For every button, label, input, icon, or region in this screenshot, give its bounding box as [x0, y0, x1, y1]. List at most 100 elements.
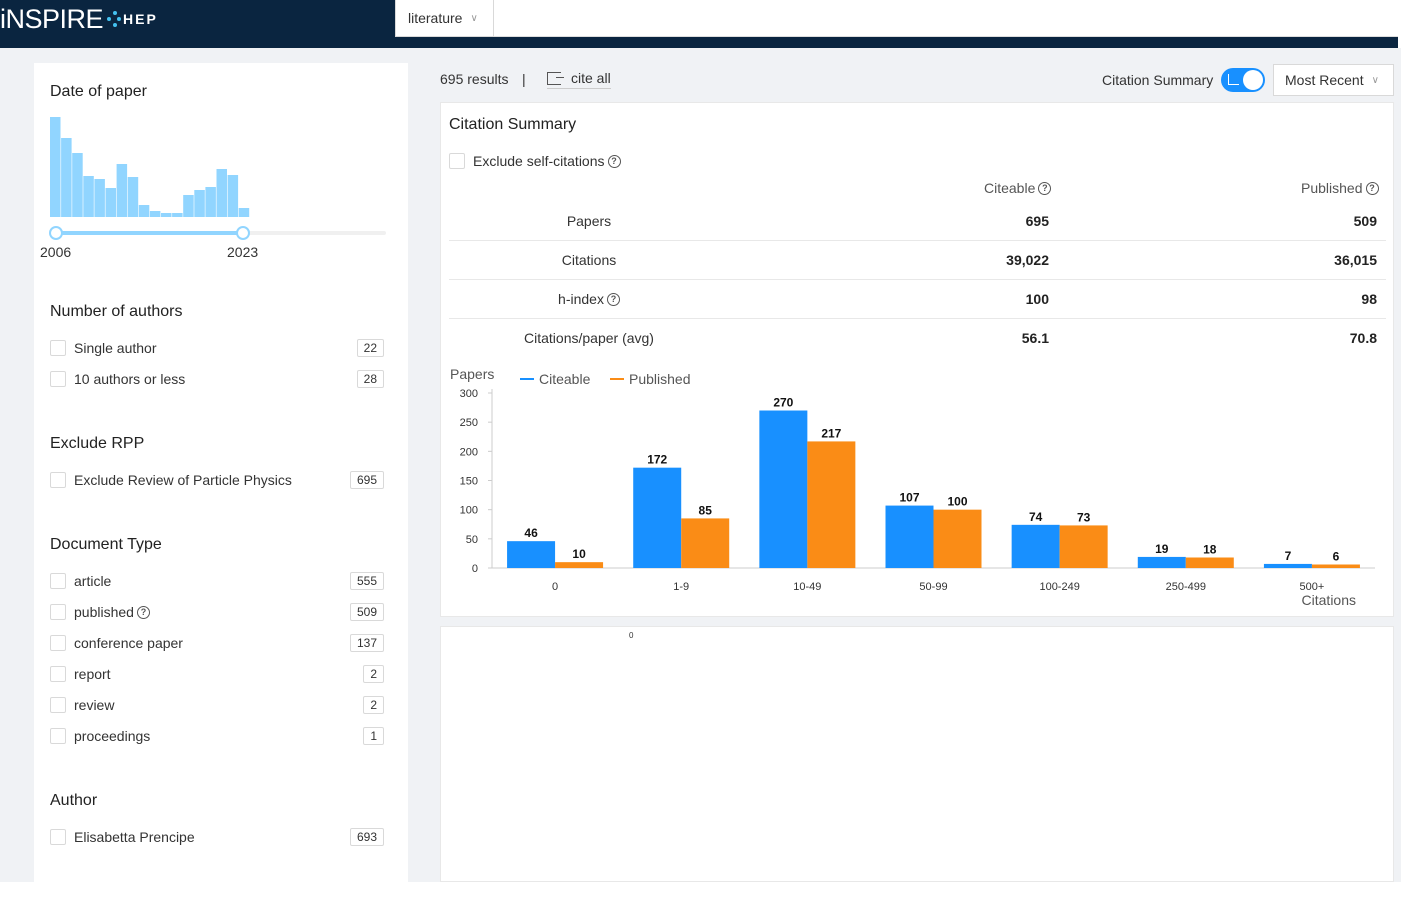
bar-value-label: 74 [1029, 510, 1043, 524]
column-header-citeable: Citeable ? [984, 180, 1052, 196]
row-label-wrap: h-index ? [449, 291, 729, 307]
checkbox[interactable] [50, 666, 66, 682]
bar-citeable[interactable] [1011, 524, 1060, 568]
facet-count-badge: 2 [363, 696, 384, 714]
published-value: 98 [1361, 291, 1377, 307]
citation-summary-toggle[interactable] [1221, 68, 1265, 92]
facet-option-10-authors[interactable]: 10 authors or less 28 [50, 369, 384, 389]
bar-published[interactable] [681, 518, 730, 568]
bar-citeable[interactable] [759, 410, 808, 569]
bar-citeable[interactable] [633, 467, 682, 568]
results-count: 695 results [440, 71, 509, 87]
results-toolbar: 695 results | cite all Citation Summary … [440, 64, 1394, 96]
facet-option-proceedings[interactable]: proceedings 1 [50, 726, 384, 746]
facet-count-badge: 695 [349, 471, 384, 489]
cite-all-label: cite all [571, 70, 611, 86]
histogram-bar[interactable] [149, 211, 161, 217]
doctype-facet-title: Document Type [50, 536, 162, 553]
histogram-bar[interactable] [50, 117, 61, 217]
histogram-bar[interactable] [105, 188, 117, 217]
checkbox[interactable] [50, 635, 66, 651]
histogram-bar[interactable] [227, 175, 239, 217]
export-icon [547, 71, 564, 85]
table-row: Citations 39,022 36,015 [449, 241, 1386, 280]
bar-published[interactable] [933, 509, 982, 568]
help-icon[interactable]: ? [607, 154, 621, 168]
bar-published[interactable] [555, 562, 604, 568]
search-scope-select[interactable]: literature ∨ [395, 0, 494, 37]
bar-citeable[interactable] [1137, 556, 1186, 568]
search-input[interactable] [495, 0, 1395, 36]
table-row: Citations/paper (avg) 56.1 70.8 [449, 319, 1386, 358]
x-tick-label: 100-249 [1039, 581, 1079, 593]
histogram-bar[interactable] [238, 208, 250, 217]
legend-label[interactable]: Citeable [539, 371, 591, 387]
checkbox[interactable] [50, 604, 66, 620]
checkbox[interactable] [50, 829, 66, 845]
slider-start-handle[interactable] [49, 226, 63, 240]
histogram-bar[interactable] [172, 213, 183, 217]
checkbox[interactable] [50, 573, 66, 589]
x-tick-label: 500+ [1300, 581, 1325, 593]
date-range-slider[interactable] [56, 231, 386, 235]
histogram-bar[interactable] [83, 176, 94, 217]
checkbox[interactable] [50, 728, 66, 744]
facet-option-exclude-rpp[interactable]: Exclude Review of Particle Physics 695 [50, 470, 384, 490]
histogram-bar[interactable] [94, 179, 105, 217]
inspire-logo[interactable]: iNSPIRE HEP [0, 3, 158, 35]
exclude-self-citations-option[interactable]: Exclude self-citations ? [449, 153, 621, 169]
search-bar: literature ∨ [395, 0, 1398, 37]
histogram-bar[interactable] [161, 213, 172, 217]
bar-published[interactable] [807, 441, 856, 568]
histogram-bar[interactable] [216, 169, 228, 217]
toggle-knob [1243, 70, 1263, 90]
bar-published[interactable] [1059, 525, 1108, 568]
bar-published[interactable] [1311, 564, 1360, 569]
checkbox[interactable] [449, 153, 465, 169]
facet-option-author[interactable]: Elisabetta Prencipe 693 [50, 827, 384, 847]
logo-hep-text: HEP [123, 11, 158, 27]
help-icon[interactable]: ? [1038, 181, 1052, 195]
legend-label[interactable]: Published [629, 371, 691, 387]
bar-published[interactable] [1185, 557, 1234, 569]
header: iNSPIRE HEP literature ∨ [0, 0, 1398, 48]
bar-value-label: 6 [1333, 550, 1340, 564]
exclude-self-citations-label: Exclude self-citations [473, 153, 605, 169]
help-icon[interactable]: ? [136, 605, 150, 619]
citation-summary-toggle-label: Citation Summary [1102, 72, 1214, 88]
cite-all-button[interactable]: cite all [547, 70, 611, 89]
facet-option-review[interactable]: review 2 [50, 695, 384, 715]
date-range-fill [56, 231, 243, 235]
row-label: h-index [558, 291, 604, 307]
histogram-bar[interactable] [72, 153, 83, 217]
checkbox[interactable] [50, 472, 66, 488]
histogram-bar[interactable] [61, 138, 72, 217]
checkbox[interactable] [50, 340, 66, 356]
bar-citeable[interactable] [507, 541, 556, 568]
checkbox[interactable] [50, 371, 66, 387]
histogram-bar[interactable] [138, 205, 150, 217]
citation-summary-title: Citation Summary [449, 116, 577, 133]
facet-option-single-author[interactable]: Single author 22 [50, 338, 384, 358]
facet-option-conference-paper[interactable]: conference paper 137 [50, 633, 384, 653]
x-tick-label: 0 [552, 581, 558, 593]
sort-select[interactable]: Most Recent ∨ [1273, 64, 1394, 96]
checkbox[interactable] [50, 697, 66, 713]
facet-option-report[interactable]: report 2 [50, 664, 384, 684]
bar-citeable[interactable] [885, 505, 934, 568]
bar-citeable[interactable] [1263, 563, 1312, 568]
facet-option-published[interactable]: published ? 509 [50, 602, 384, 622]
help-icon[interactable]: ? [606, 292, 620, 306]
facet-option-label: Elisabetta Prencipe [74, 829, 195, 845]
histogram-bar[interactable] [205, 187, 216, 217]
help-icon[interactable]: ? [1365, 181, 1379, 195]
histogram-bar[interactable] [127, 177, 139, 217]
histogram-bar[interactable] [183, 195, 194, 217]
table-row: Papers 695 509 [449, 202, 1386, 241]
histogram-bar[interactable] [194, 190, 205, 217]
slider-end-handle[interactable] [236, 226, 250, 240]
histogram-bar[interactable] [116, 164, 128, 217]
date-histogram[interactable] [50, 117, 386, 217]
y-tick-label: 0 [472, 563, 478, 575]
facet-option-article[interactable]: article 555 [50, 571, 384, 591]
